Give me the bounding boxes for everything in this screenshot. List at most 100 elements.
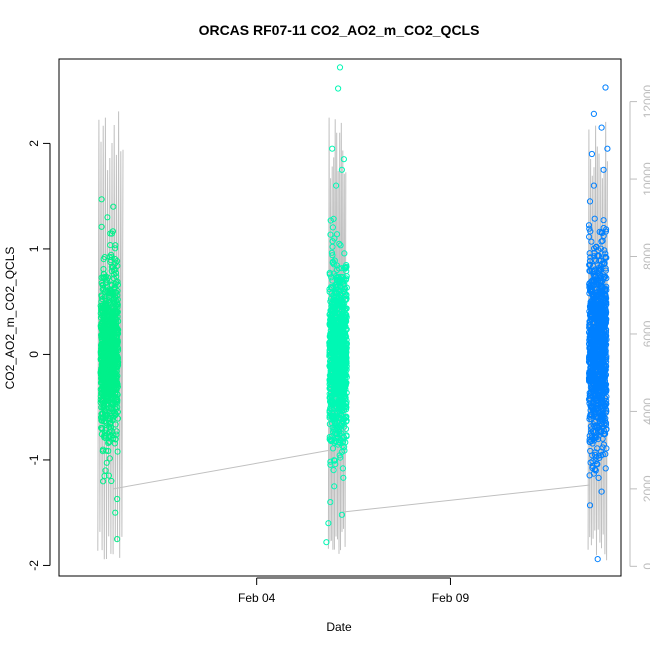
data-point (591, 256, 598, 263)
data-point (595, 474, 602, 481)
data-point (336, 313, 343, 320)
data-point (337, 242, 344, 249)
data-point (100, 256, 107, 263)
data-point (114, 448, 121, 455)
data-point (98, 223, 105, 230)
data-point (598, 124, 605, 131)
y2-tick-label: 10000 (641, 162, 650, 196)
data-point (113, 398, 120, 405)
data-point (107, 242, 114, 249)
data-point (602, 84, 609, 91)
data-point (101, 402, 108, 410)
data-point (103, 278, 110, 285)
y-tick-label: -1 (27, 454, 41, 465)
data-point (602, 267, 610, 274)
data-point (107, 329, 114, 336)
data-point (593, 422, 600, 429)
data-point (597, 395, 605, 402)
data-point (586, 233, 593, 240)
data-point (592, 257, 600, 264)
data-point (597, 418, 604, 425)
data-point (337, 372, 344, 379)
data-point (592, 306, 599, 313)
data-point (342, 358, 349, 365)
data-point (111, 324, 118, 331)
data-point (600, 166, 607, 173)
data-point (343, 336, 350, 344)
data-point (113, 308, 121, 315)
data-point (332, 438, 339, 445)
y2-tick-label: 2000 (641, 475, 650, 502)
data-point (113, 431, 120, 438)
data-point (102, 419, 109, 426)
data-point (589, 435, 597, 442)
data-point (341, 307, 348, 314)
data-point (341, 250, 348, 257)
data-point (334, 298, 341, 305)
data-point (108, 477, 115, 485)
data-point (593, 434, 600, 441)
y-tick-label: -2 (27, 560, 41, 571)
data-point (342, 406, 350, 413)
x-axis-label: Date (326, 620, 352, 634)
data-point (331, 235, 338, 242)
data-point (339, 366, 346, 373)
data-point (600, 261, 607, 268)
data-point (340, 373, 347, 380)
data-point (586, 472, 593, 479)
data-point (593, 460, 600, 467)
data-point (342, 403, 349, 410)
data-point (106, 428, 113, 436)
data-point (600, 217, 607, 224)
data-point (600, 441, 608, 448)
data-point (329, 420, 336, 427)
data-point (112, 289, 119, 296)
data-point (603, 299, 610, 306)
data-point (114, 281, 122, 288)
data-point (112, 245, 119, 252)
data-point (335, 414, 343, 421)
data-point (602, 332, 610, 339)
data-point (586, 198, 594, 205)
data-point (103, 305, 110, 312)
data-point (104, 412, 111, 419)
data-point (329, 252, 336, 259)
data-point (105, 447, 112, 455)
data-point (109, 228, 117, 235)
data-point (331, 353, 338, 360)
y2-tick-label: 0 (641, 563, 650, 570)
data-point (591, 429, 598, 436)
data-point (587, 423, 595, 430)
data-point (343, 345, 350, 353)
data-point (110, 203, 117, 210)
data-point (602, 250, 609, 257)
data-point (587, 314, 594, 321)
data-point (587, 261, 594, 268)
data-point (588, 238, 595, 245)
data-point (110, 275, 117, 282)
data-point (340, 387, 347, 394)
data-point (330, 303, 337, 310)
data-point (598, 376, 605, 383)
data-point (330, 345, 337, 352)
data-point (333, 231, 341, 238)
altitude-trace (97, 111, 608, 561)
data-point (590, 182, 598, 189)
data-point (588, 301, 595, 308)
data-point (107, 257, 114, 264)
data-point (335, 360, 342, 367)
data-point (114, 536, 121, 543)
data-point (588, 286, 595, 293)
data-point (340, 474, 347, 481)
data-point (336, 329, 343, 336)
data-point (593, 410, 600, 417)
data-point (104, 214, 111, 221)
data-point (107, 374, 114, 381)
data-point (338, 346, 345, 353)
altitude-connector (341, 484, 591, 513)
data-point (327, 499, 334, 506)
data-point (329, 413, 336, 420)
data-point (342, 333, 349, 340)
data-point (604, 145, 611, 152)
data-point (326, 271, 333, 278)
